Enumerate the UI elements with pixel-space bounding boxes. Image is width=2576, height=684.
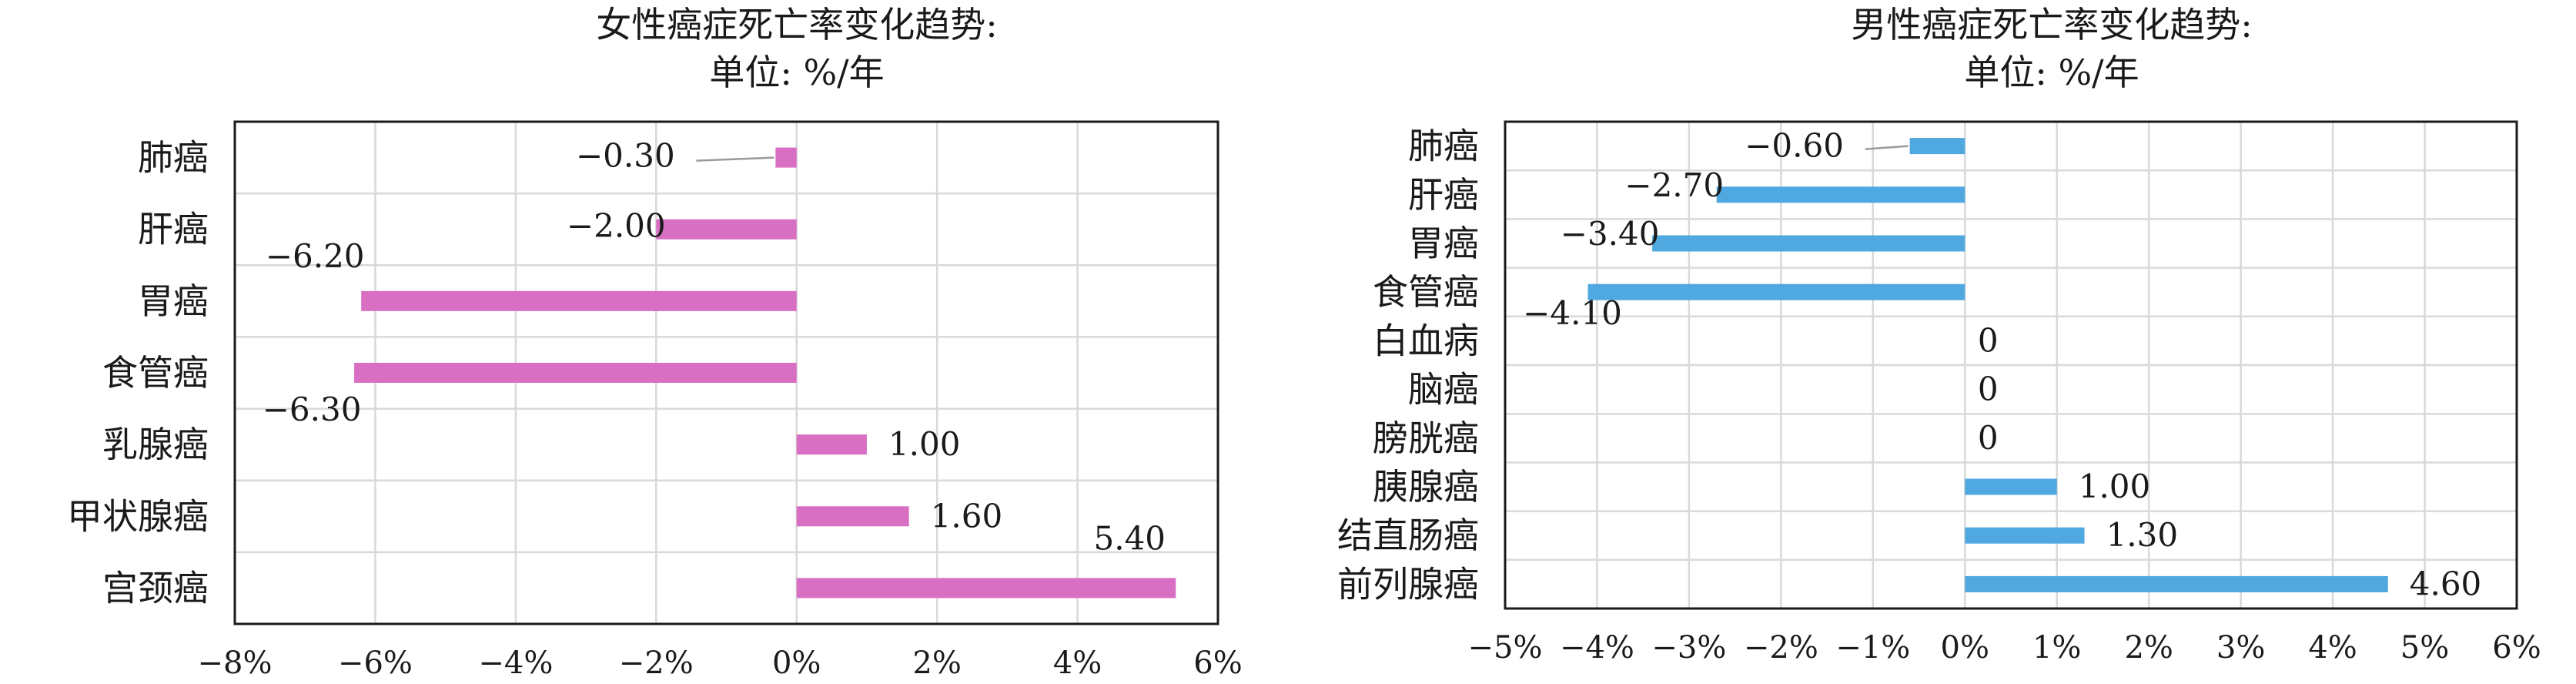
male-category-label: 白血病 bbox=[1373, 320, 1479, 361]
female-x-tick-label: 4% bbox=[1053, 645, 1102, 681]
male-category-label: 膀胱癌 bbox=[1373, 417, 1479, 459]
female-bar bbox=[796, 434, 867, 455]
female-chart-title: 女性癌症死亡率变化趋势: bbox=[596, 4, 998, 45]
male-x-tick-label: −2% bbox=[1744, 630, 1818, 666]
female-category-label: 肺癌 bbox=[138, 137, 209, 179]
female-data-label: −6.20 bbox=[266, 237, 365, 275]
female-x-tick-label: −2% bbox=[619, 645, 694, 681]
male-x-tick-label: −3% bbox=[1651, 630, 1726, 666]
female-bar bbox=[796, 506, 909, 527]
male-category-label: 胃癌 bbox=[1408, 223, 1479, 264]
female-category-label: 肝癌 bbox=[138, 209, 209, 250]
male-x-tick-label: 3% bbox=[2216, 630, 2265, 666]
male-category-label: 结直肠癌 bbox=[1337, 515, 1479, 556]
male-bar bbox=[1652, 235, 1965, 252]
male-data-label: 1.30 bbox=[2106, 516, 2179, 554]
male-category-label: 前列腺癌 bbox=[1337, 563, 1479, 605]
male-data-label: −3.40 bbox=[1561, 215, 1660, 253]
female-x-tick-label: −4% bbox=[478, 645, 553, 681]
male-x-tick-label: 0% bbox=[1941, 630, 1989, 666]
female-category-label: 食管癌 bbox=[102, 352, 209, 394]
male-chart-subtitle: 单位: %/年 bbox=[1964, 52, 2139, 93]
female-category-label: 乳腺癌 bbox=[102, 424, 209, 465]
female-chart: 女性癌症死亡率变化趋势: 单位: %/年 肺癌肝癌胃癌食管癌乳腺癌甲状腺癌宫颈癌… bbox=[67, 4, 1243, 681]
male-x-tick-label: 1% bbox=[2032, 630, 2081, 666]
female-data-labels: −0.30 −2.00 −6.20 −6.30 1.00 1.60 5.40 bbox=[263, 137, 1166, 558]
female-data-label: −0.30 bbox=[576, 137, 675, 175]
female-category-label: 胃癌 bbox=[138, 280, 209, 322]
male-bar bbox=[1587, 283, 1965, 300]
male-category-label: 肝癌 bbox=[1408, 174, 1479, 216]
male-plot-border bbox=[1504, 120, 2518, 610]
male-x-tick-label: −5% bbox=[1468, 630, 1543, 666]
female-grid bbox=[233, 122, 1219, 624]
female-data-label: 1.60 bbox=[931, 497, 1003, 535]
female-bar bbox=[796, 578, 1176, 598]
female-category-label: 甲状腺癌 bbox=[67, 495, 209, 537]
male-data-label: −0.60 bbox=[1745, 127, 1844, 165]
male-chart-title: 男性癌症死亡率变化趋势: bbox=[1851, 4, 2253, 45]
female-plot-border bbox=[233, 120, 1219, 625]
female-bar bbox=[361, 290, 797, 311]
female-x-tick-label: 2% bbox=[912, 645, 961, 681]
male-grid bbox=[1504, 122, 2518, 609]
male-x-tick-label: 6% bbox=[2492, 630, 2541, 666]
male-category-label: 胰腺癌 bbox=[1373, 466, 1479, 508]
female-x-tick-labels: −8% −6% −4% −2% 0% 2% 4% 6% bbox=[198, 645, 1243, 681]
male-data-label: −2.70 bbox=[1624, 166, 1724, 204]
male-bar bbox=[1965, 478, 2057, 495]
male-bar bbox=[1965, 527, 2085, 544]
male-data-label: 1.00 bbox=[2079, 468, 2151, 505]
male-leader-line bbox=[1865, 145, 1909, 150]
male-category-label: 食管癌 bbox=[1373, 271, 1479, 313]
male-bars bbox=[1587, 138, 2388, 592]
female-x-tick-label: −6% bbox=[338, 645, 413, 681]
female-x-tick-label: 0% bbox=[772, 645, 821, 681]
female-bar bbox=[354, 363, 797, 383]
female-x-tick-label: −8% bbox=[198, 645, 273, 681]
female-bar bbox=[775, 147, 797, 168]
female-category-label: 宫颈癌 bbox=[102, 567, 209, 609]
male-data-label: −4.10 bbox=[1523, 294, 1622, 332]
male-data-label: 4.60 bbox=[2410, 565, 2482, 602]
male-data-label: 0 bbox=[1978, 419, 1999, 457]
male-category-label: 脑癌 bbox=[1408, 369, 1479, 411]
male-bar bbox=[1965, 575, 2388, 592]
male-x-tick-label: −4% bbox=[1560, 630, 1634, 666]
male-x-tick-label: 2% bbox=[2124, 630, 2173, 666]
male-bar bbox=[1716, 186, 1965, 203]
female-bar bbox=[656, 219, 797, 240]
male-x-tick-label: −1% bbox=[1835, 630, 1910, 666]
male-data-label: 0 bbox=[1978, 370, 1999, 408]
female-data-label: 1.00 bbox=[888, 425, 961, 463]
male-x-tick-labels: −5% −4% −3% −2% −1% 0% 1% 2% 3% 4% 5% 6% bbox=[1468, 630, 2541, 666]
female-bars bbox=[354, 147, 1176, 598]
male-x-tick-label: 4% bbox=[2308, 630, 2357, 666]
male-x-tick-label: 5% bbox=[2400, 630, 2449, 666]
female-data-label: 5.40 bbox=[1094, 519, 1166, 557]
female-chart-subtitle: 单位: %/年 bbox=[709, 52, 884, 93]
female-leader-line bbox=[696, 156, 774, 162]
female-data-label: −6.30 bbox=[263, 391, 362, 428]
female-x-tick-label: 6% bbox=[1193, 645, 1242, 681]
male-data-labels: −0.60 −2.70 −3.40 −4.10 0 0 0 1.00 1.30 4.60 bbox=[1523, 127, 2481, 603]
female-data-label: −2.00 bbox=[567, 207, 666, 245]
male-chart: 男性癌症死亡率变化趋势: 单位: %/年 肺癌肝癌胃癌食管癌白血病脑癌膀胱癌胰腺… bbox=[1337, 4, 2541, 666]
male-data-label: 0 bbox=[1978, 321, 1999, 359]
male-category-label: 肺癌 bbox=[1408, 126, 1479, 167]
male-bar bbox=[1909, 138, 1965, 155]
